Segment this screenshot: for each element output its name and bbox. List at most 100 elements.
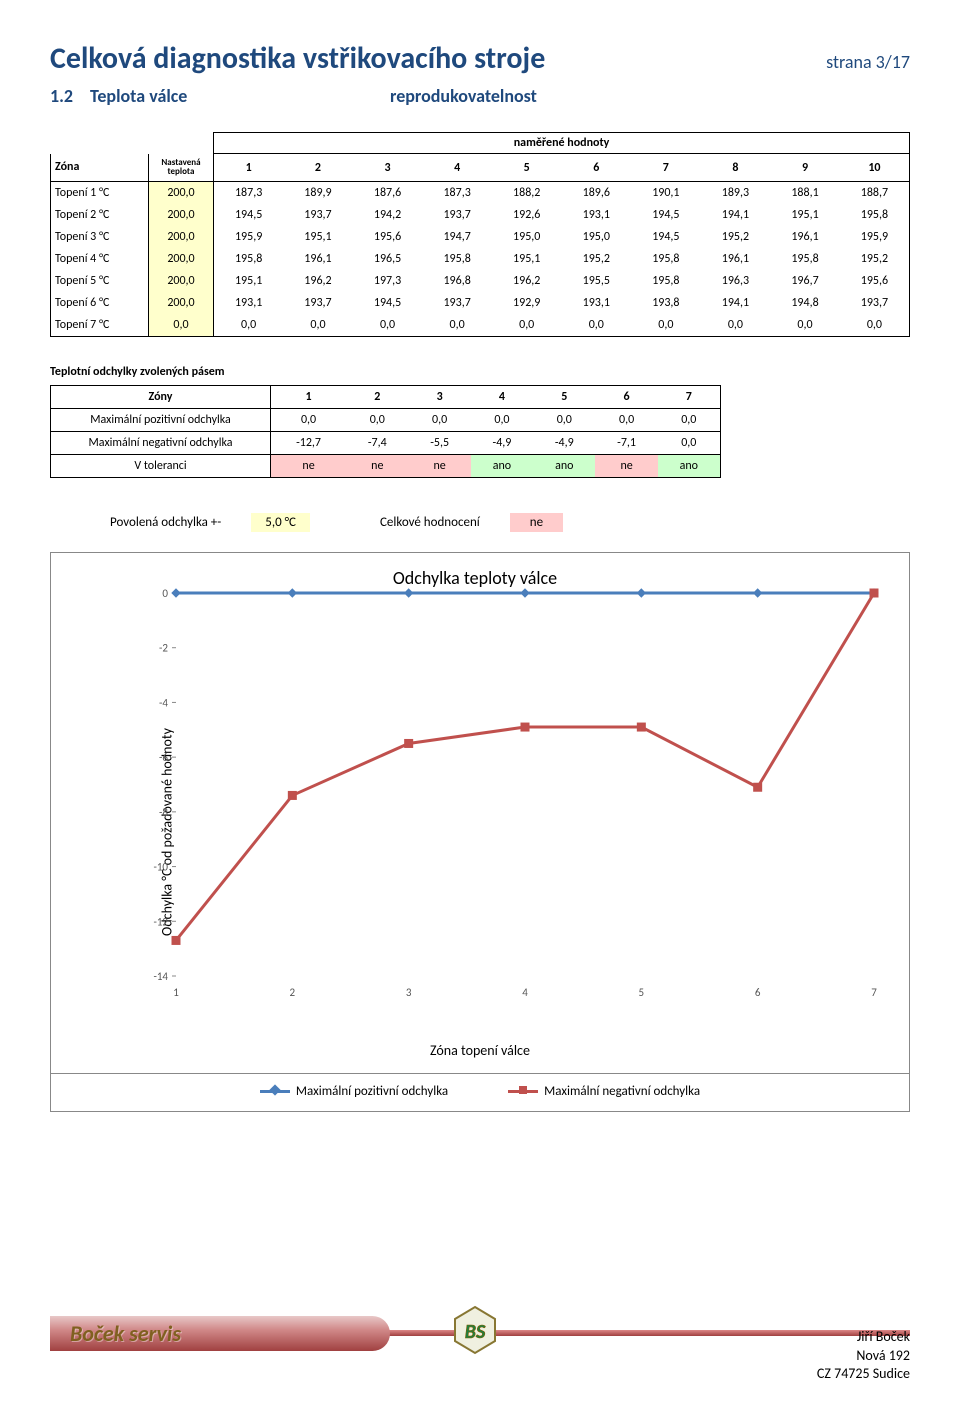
table-cell: 0,0 xyxy=(471,409,533,432)
legend-negative: Maximální negativní odchylka xyxy=(508,1084,700,1099)
table-cell: 189,9 xyxy=(283,182,353,205)
table-cell: 195,0 xyxy=(561,226,631,248)
table-cell: 195,9 xyxy=(840,226,910,248)
svg-text:-14: -14 xyxy=(153,970,168,983)
footer-brand: Boček servis xyxy=(50,1316,390,1351)
table-cell: 0,0 xyxy=(840,314,910,337)
table-cell: -5,5 xyxy=(408,432,470,455)
svg-text:4: 4 xyxy=(522,986,528,999)
table-cell: 188,1 xyxy=(770,182,840,205)
table-cell: 193,7 xyxy=(422,204,492,226)
table-cell: 194,5 xyxy=(214,204,284,226)
table-cell: ne xyxy=(408,455,470,478)
table-cell: 197,3 xyxy=(353,270,423,292)
table-cell: 188,7 xyxy=(840,182,910,205)
tolerance-label: Povolená odchylka +- xyxy=(110,515,221,530)
table-cell: ano xyxy=(471,455,533,478)
table-cell: -12,7 xyxy=(271,432,347,455)
legend-positive: Maximální pozitivní odchylka xyxy=(260,1084,448,1099)
table-cell: 195,6 xyxy=(353,226,423,248)
zones-header: Zóny xyxy=(51,386,271,409)
overall-label: Celkové hodnocení xyxy=(380,515,480,530)
svg-text:1: 1 xyxy=(173,986,179,999)
svg-text:-6: -6 xyxy=(159,751,168,764)
table-cell: 195,1 xyxy=(770,204,840,226)
svg-text:-12: -12 xyxy=(153,916,168,929)
footer-address: Jiří Boček Nová 192 CZ 74725 Sudice xyxy=(817,1328,910,1383)
table-cell: -7,4 xyxy=(346,432,408,455)
page-number: strana 3/17 xyxy=(826,51,910,73)
table-cell: 195,0 xyxy=(492,226,562,248)
table-cell: -4,9 xyxy=(471,432,533,455)
table-cell: 195,8 xyxy=(631,248,701,270)
legend-blue-icon xyxy=(260,1090,290,1093)
table-row-label: Topení 6 °C xyxy=(51,292,149,314)
table-row-label: Topení 1 °C xyxy=(51,182,149,205)
table-cell: 0,0 xyxy=(533,409,595,432)
svg-text:6: 6 xyxy=(755,986,761,999)
table-cell: 196,1 xyxy=(701,248,771,270)
chart-title: Odchylka teploty válce xyxy=(61,567,889,589)
table-cell: 0,0 xyxy=(283,314,353,337)
table-row-label: Topení 2 °C xyxy=(51,204,149,226)
table-cell: 0,0 xyxy=(346,409,408,432)
section-extra: reprodukovatelnost xyxy=(390,85,537,107)
chart-x-label: Zóna topení válce xyxy=(51,1042,909,1059)
table-cell: 193,7 xyxy=(422,292,492,314)
page-footer: Boček servis BS Jiří Boček Nová 192 CZ 7… xyxy=(50,1313,910,1383)
table-cell: 193,7 xyxy=(283,292,353,314)
table-cell: 196,2 xyxy=(283,270,353,292)
table-cell: 196,5 xyxy=(353,248,423,270)
tolerance-value: 5,0 °C xyxy=(251,513,310,532)
svg-text:-4: -4 xyxy=(159,697,168,710)
svg-text:-2: -2 xyxy=(159,642,168,655)
table-cell: 189,6 xyxy=(561,182,631,205)
table-cell: 193,7 xyxy=(283,204,353,226)
table-cell: 200,0 xyxy=(148,182,213,205)
footer-logo-icon: BS xyxy=(450,1305,500,1355)
table-cell: 0,0 xyxy=(701,314,771,337)
table-cell: 0,0 xyxy=(595,409,657,432)
section-number: 1.2 xyxy=(50,85,90,107)
table-cell: 194,5 xyxy=(353,292,423,314)
table-cell: 0,0 xyxy=(658,432,721,455)
table-cell: 0,0 xyxy=(353,314,423,337)
table-cell: -4,9 xyxy=(533,432,595,455)
table-cell: ne xyxy=(271,455,347,478)
measurements-table: naměřené hodnoty Zóna Nastavená teplota … xyxy=(50,132,910,337)
table-cell: 194,1 xyxy=(701,204,771,226)
table-cell: 194,5 xyxy=(631,226,701,248)
table-row-label: Topení 3 °C xyxy=(51,226,149,248)
table-cell: 193,8 xyxy=(631,292,701,314)
table-cell: 0,0 xyxy=(271,409,347,432)
table-cell: 195,8 xyxy=(840,204,910,226)
svg-text:7: 7 xyxy=(871,986,877,999)
table-cell: 0,0 xyxy=(561,314,631,337)
table-cell: 195,1 xyxy=(492,248,562,270)
table-cell: 193,1 xyxy=(561,204,631,226)
chart-svg: 0-2-4-6-8-10-12-141234567 xyxy=(141,588,879,1001)
svg-text:5: 5 xyxy=(639,986,645,999)
table-cell: ano xyxy=(658,455,721,478)
table-cell: 200,0 xyxy=(148,226,213,248)
table-cell: 195,8 xyxy=(214,248,284,270)
table-row-label: Maximální pozitivní odchylka xyxy=(51,409,271,432)
table-cell: 187,6 xyxy=(353,182,423,205)
table-cell: 0,0 xyxy=(658,409,721,432)
svg-text:3: 3 xyxy=(406,986,412,999)
table-cell: 193,7 xyxy=(840,292,910,314)
table-cell: 200,0 xyxy=(148,204,213,226)
table-row-label: Maximální negativní odchylka xyxy=(51,432,271,455)
table-cell: 195,9 xyxy=(214,226,284,248)
table-cell: 194,5 xyxy=(631,204,701,226)
overall-result: ne xyxy=(510,513,563,532)
deviations-title: Teplotní odchylky zvolených pásem xyxy=(50,365,910,379)
table-row-label: Topení 5 °C xyxy=(51,270,149,292)
zone-header: Zóna xyxy=(51,154,149,182)
table-cell: 193,1 xyxy=(561,292,631,314)
deviations-table: Zóny 1 2 3 4 5 6 7 Maximální pozitivní o… xyxy=(50,385,721,478)
table-cell: 0,0 xyxy=(770,314,840,337)
table-cell: 195,5 xyxy=(561,270,631,292)
set-temp-header: Nastavená teplota xyxy=(148,154,213,182)
svg-text:-10: -10 xyxy=(153,861,168,874)
